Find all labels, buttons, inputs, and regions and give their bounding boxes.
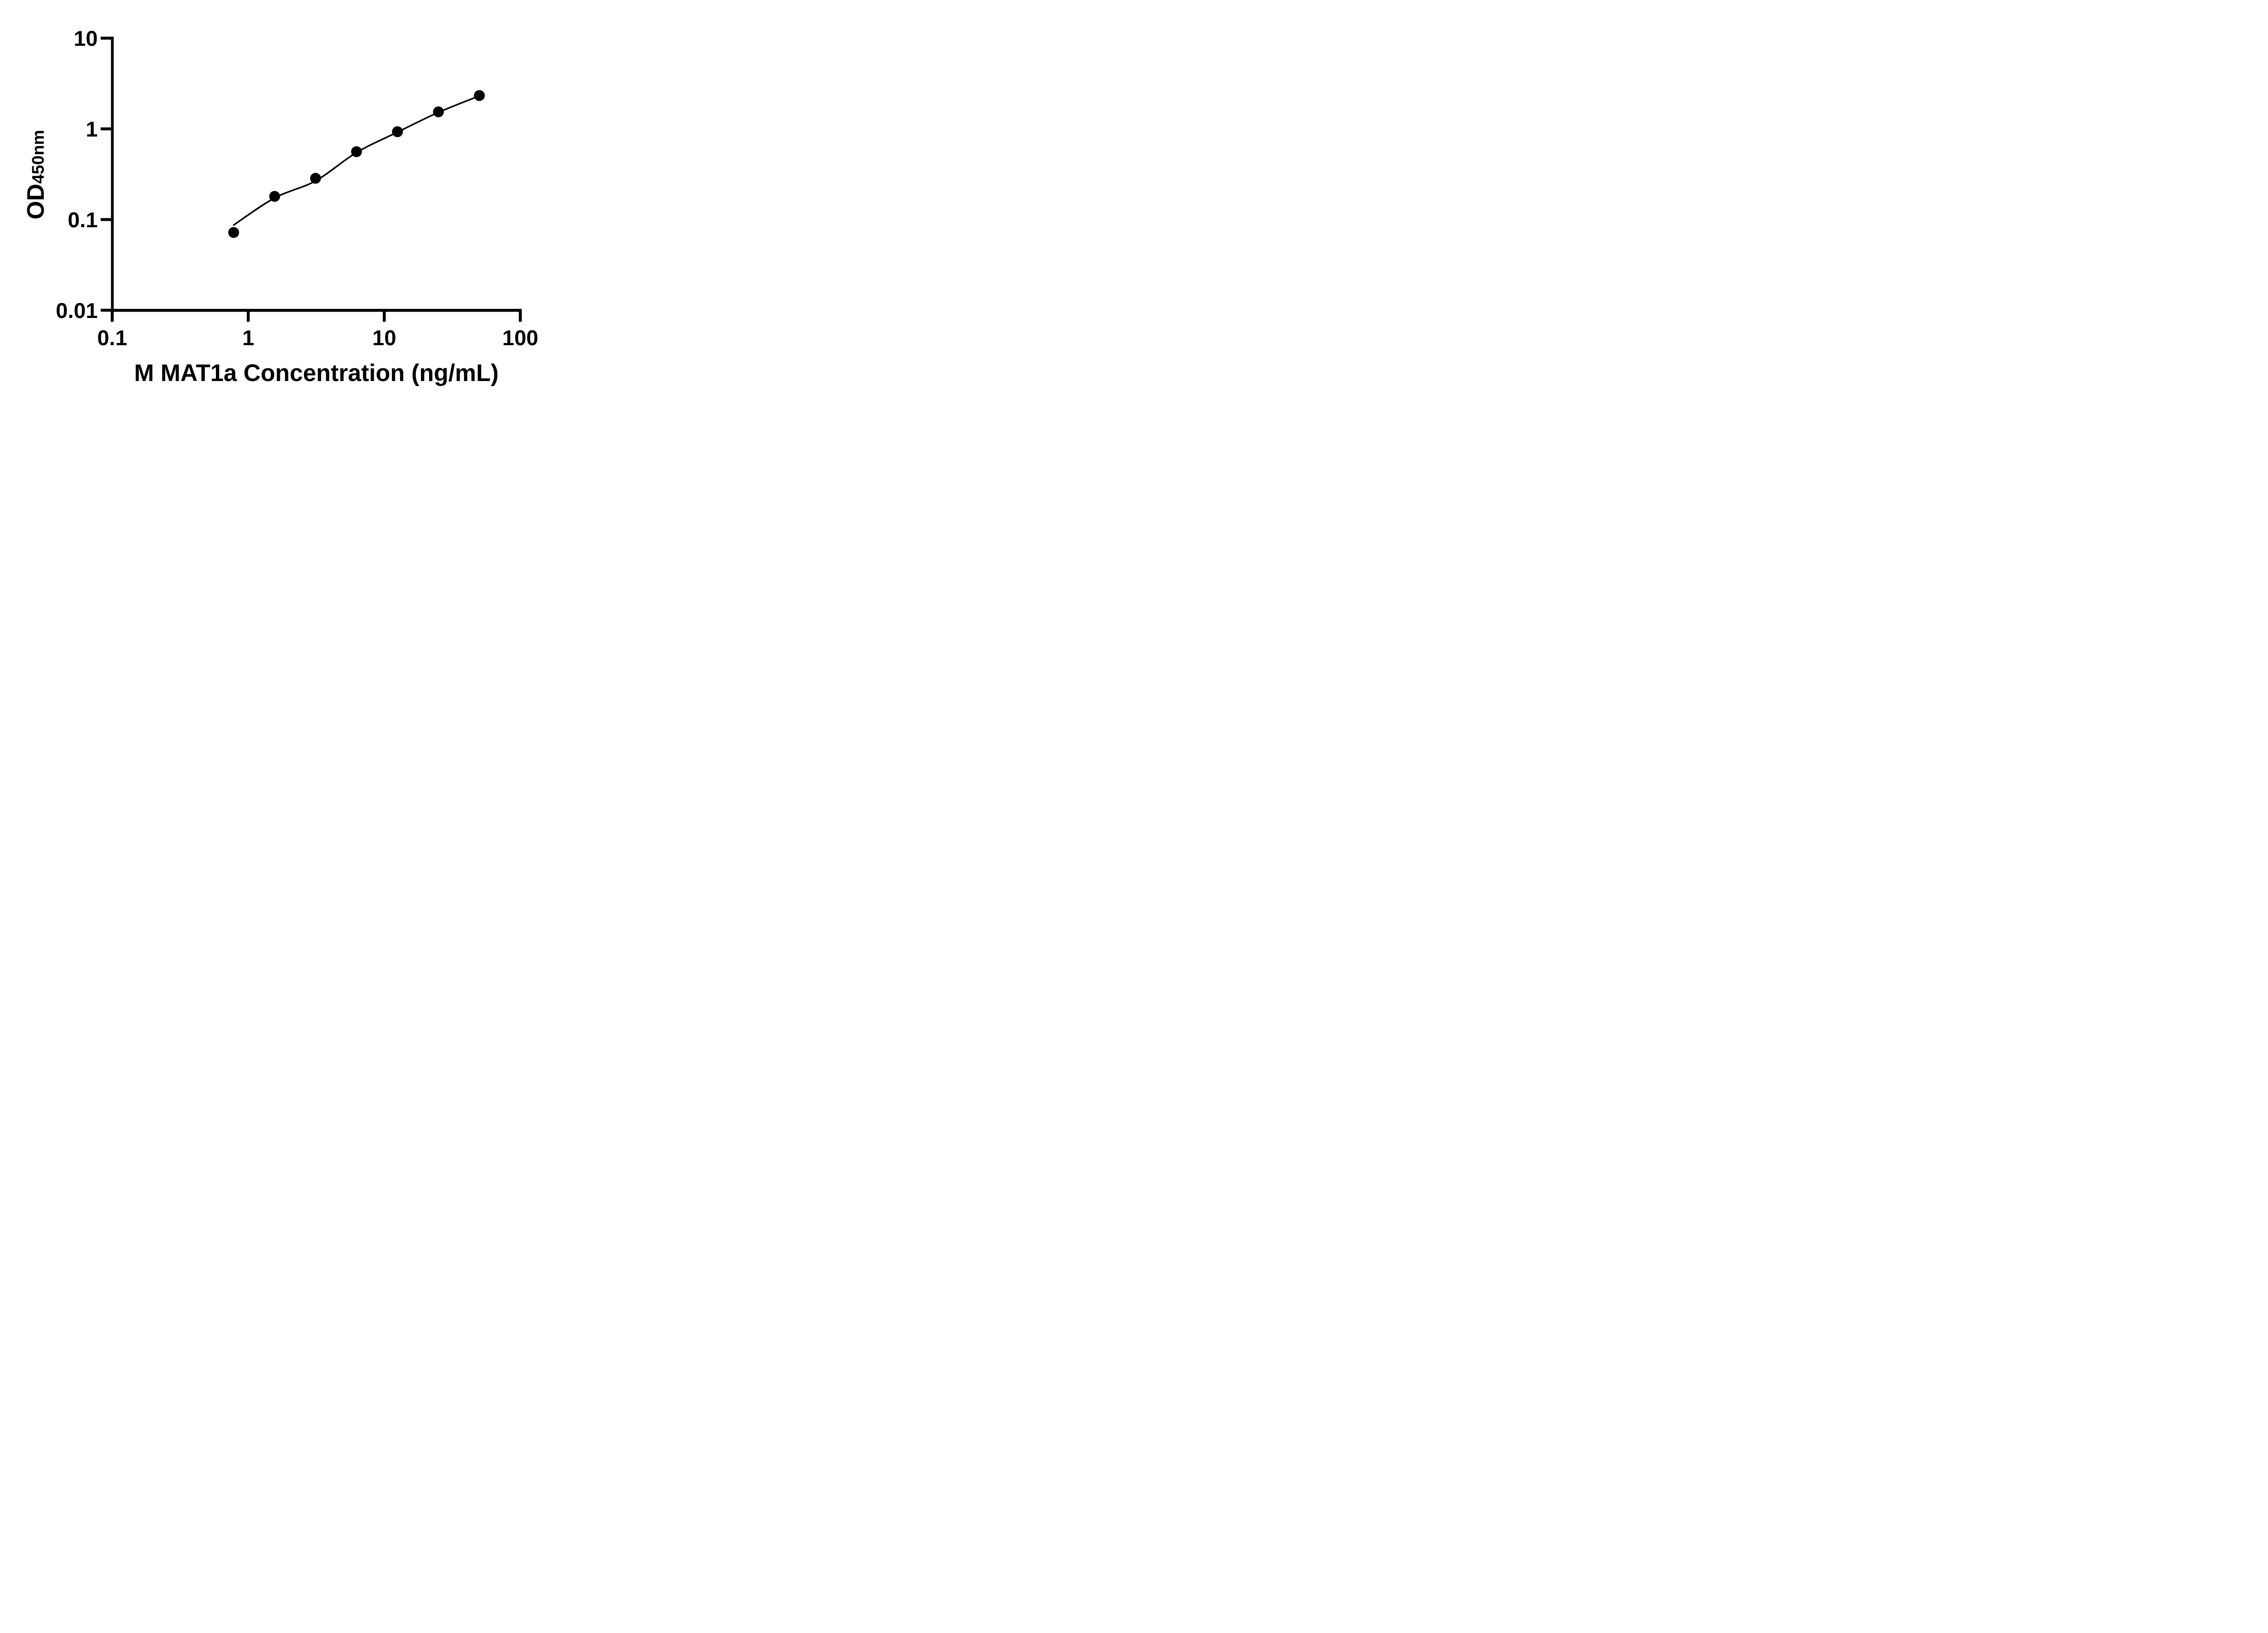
y-axis-title: OD450nm — [23, 130, 49, 219]
y-axis-tick — [100, 218, 114, 221]
x-tick-label: 0.1 — [97, 326, 127, 350]
y-tick-label: 10 — [74, 27, 98, 51]
y-axis-title-subscript: 450nm — [29, 130, 48, 184]
y-axis-title-main: OD — [23, 184, 49, 220]
y-tick-label: 1 — [86, 117, 98, 142]
data-point — [269, 191, 280, 202]
y-axis-tick — [100, 127, 114, 131]
data-point — [433, 106, 444, 117]
data-points-layer — [228, 90, 485, 238]
x-axis-title: M MAT1a Concentration (ng/mL) — [134, 360, 499, 386]
data-point — [474, 90, 485, 101]
x-tick-label: 100 — [502, 326, 538, 350]
data-point — [351, 146, 362, 157]
x-tick-label: 1 — [242, 326, 254, 350]
standard-curve-chart: 0.01 0.1 1 10 0.1 1 10 100 M MAT1a Concentratio… — [0, 0, 583, 408]
x-axis-tick — [518, 308, 522, 322]
axis-ticks-layer — [100, 36, 522, 322]
x-axis-tick — [111, 308, 114, 322]
figure-page: 0.01 0.1 1 10 0.1 1 10 100 M MAT1a Concentratio… — [0, 0, 583, 408]
tick-labels-layer: 0.01 0.1 1 10 0.1 1 10 100 — [56, 27, 538, 350]
y-axis-tick — [100, 308, 114, 312]
data-point — [228, 227, 240, 238]
y-axis-line — [111, 36, 114, 312]
data-point — [310, 173, 321, 184]
x-axis-tick — [382, 308, 386, 322]
chart-background — [0, 0, 583, 408]
x-axis-tick — [247, 308, 250, 322]
x-axis-line — [111, 308, 522, 312]
y-tick-label: 0.1 — [68, 208, 98, 232]
y-tick-label: 0.01 — [56, 299, 98, 323]
data-point — [392, 126, 403, 137]
x-tick-label: 10 — [372, 326, 396, 350]
y-axis-tick — [100, 36, 114, 40]
